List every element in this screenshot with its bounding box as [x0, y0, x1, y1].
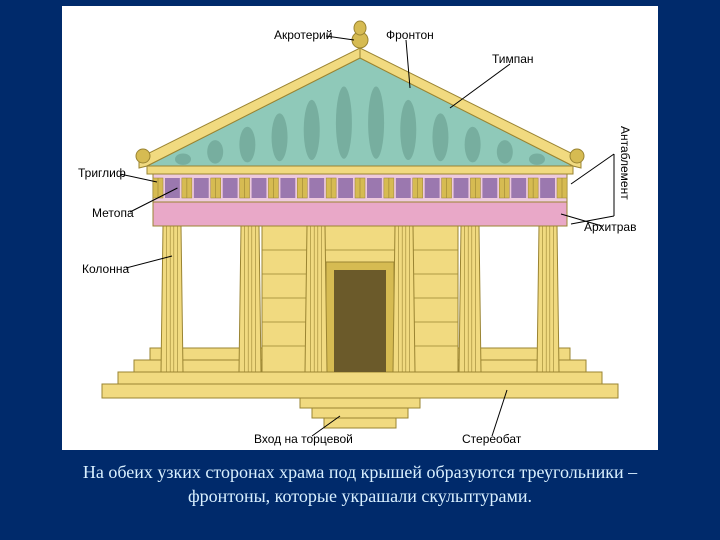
label-tympanum: Тимпан: [492, 52, 534, 66]
label-pediment: Фронтон: [386, 28, 434, 42]
label-stereobate: Стереобат: [462, 432, 521, 446]
slide: Акротерий Фронтон Тимпан Антаблемент Арх…: [0, 0, 720, 540]
temple-diagram: Акротерий Фронтон Тимпан Антаблемент Арх…: [62, 6, 658, 450]
label-column: Колонна: [82, 262, 129, 276]
label-metope: Метопа: [92, 206, 134, 220]
label-acroterion: Акротерий: [274, 28, 332, 42]
caption-text: На обеих узких сторонах храма под крышей…: [0, 460, 720, 509]
label-entrance: Вход на торцевой: [254, 432, 353, 446]
label-architrave: Архитрав: [584, 220, 636, 234]
temple-svg: [62, 6, 658, 450]
label-entablature: Антаблемент: [618, 126, 632, 200]
label-triglyph: Триглиф: [78, 166, 126, 180]
